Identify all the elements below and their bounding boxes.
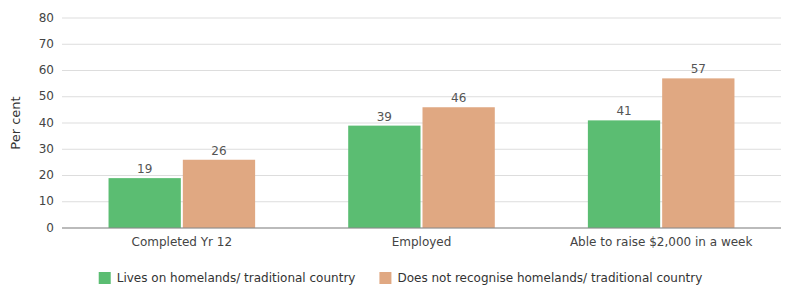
chart-container: 0 10 20 30 40 50 60 70 80 Per cent 19 39 41 26 46 57 Com… xyxy=(0,0,801,296)
x-tick-label: Employed xyxy=(392,235,452,249)
legend-label: Does not recognise homelands/ traditiona… xyxy=(397,271,702,285)
x-tick-label: Able to raise $2,000 in a week xyxy=(570,235,753,249)
grid-line xyxy=(62,70,781,71)
y-tick-label: 30 xyxy=(39,142,54,156)
y-tick-label: 70 xyxy=(39,37,54,51)
y-tick-label: 40 xyxy=(39,116,54,130)
bar xyxy=(348,126,420,228)
y-tick-label: 50 xyxy=(39,89,54,103)
grid-line xyxy=(62,44,781,45)
data-label: 26 xyxy=(211,144,226,158)
data-label: 39 xyxy=(377,110,392,124)
bar xyxy=(183,160,255,228)
data-labels: 19 39 41 26 46 57 xyxy=(137,62,706,176)
y-tick-label: 20 xyxy=(39,168,54,182)
legend-swatch xyxy=(379,272,391,284)
bar xyxy=(588,120,660,228)
y-axis: 0 10 20 30 40 50 60 70 80 xyxy=(39,11,781,235)
legend-label: Lives on homelands/ traditional country xyxy=(117,271,356,285)
y-tick-label: 60 xyxy=(39,63,54,77)
data-label: 19 xyxy=(137,162,152,176)
y-axis-label: Per cent xyxy=(8,96,23,149)
y-tick-label: 10 xyxy=(39,194,54,208)
y-tick-label: 0 xyxy=(46,221,54,235)
bars xyxy=(109,78,735,228)
x-axis: Completed Yr 12 Employed Able to raise $2,… xyxy=(132,235,753,249)
data-label: 41 xyxy=(616,104,631,118)
legend-item: Lives on homelands/ traditional country xyxy=(99,271,356,285)
y-tick-label: 80 xyxy=(39,11,54,25)
legend-item: Does not recognise homelands/ traditiona… xyxy=(379,271,702,285)
data-label: 57 xyxy=(691,62,706,76)
bar xyxy=(109,178,181,228)
grid-line xyxy=(62,18,781,19)
data-label: 46 xyxy=(451,91,466,105)
chart-svg: 0 10 20 30 40 50 60 70 80 Per cent 19 39 41 26 46 57 Com… xyxy=(0,0,801,296)
x-tick-label: Completed Yr 12 xyxy=(132,235,233,249)
grid-line xyxy=(62,228,781,229)
legend: Lives on homelands/ traditional country D… xyxy=(99,271,703,285)
x-axis-line xyxy=(62,228,781,229)
bar xyxy=(662,78,734,228)
bar xyxy=(423,107,495,228)
legend-swatch xyxy=(99,272,111,284)
